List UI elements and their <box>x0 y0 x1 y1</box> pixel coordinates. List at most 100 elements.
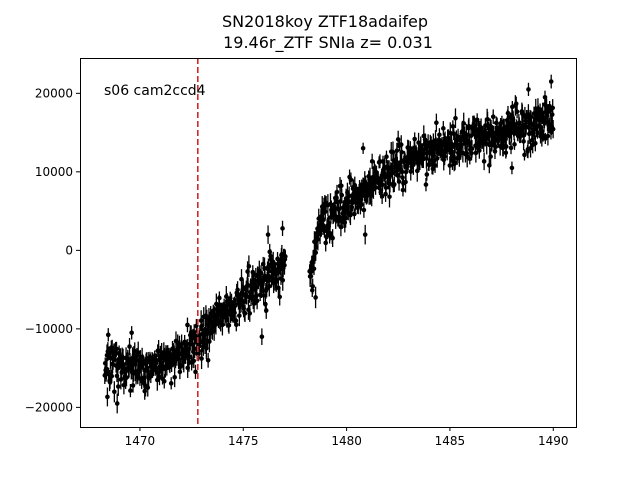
data-point <box>130 383 136 388</box>
data-point <box>339 192 345 198</box>
data-point <box>358 202 364 207</box>
data-point <box>361 207 367 213</box>
data-point <box>509 165 515 171</box>
y-tick-label: −10000 <box>25 322 73 336</box>
data-point <box>526 87 531 92</box>
data-point <box>105 332 111 338</box>
data-point <box>432 163 438 168</box>
x-tick-label: 1470 <box>125 434 156 448</box>
data-point <box>168 381 174 386</box>
data-point <box>545 133 551 139</box>
data-point <box>266 283 272 289</box>
data-point <box>246 263 252 269</box>
data-point <box>434 120 439 125</box>
data-point <box>234 322 239 328</box>
x-tick-label: 1480 <box>331 434 362 448</box>
data-point <box>452 160 458 165</box>
data-point <box>469 146 475 152</box>
data-point <box>400 175 405 180</box>
data-point <box>493 144 499 149</box>
data-point <box>380 182 385 188</box>
data-point <box>383 191 388 197</box>
data-point <box>334 189 340 195</box>
data-point <box>441 126 446 131</box>
data-point <box>242 311 248 316</box>
data-points <box>102 74 556 414</box>
data-point <box>369 159 375 164</box>
data-point <box>396 179 402 184</box>
data-point <box>247 311 253 316</box>
data-point <box>251 301 257 306</box>
data-point <box>348 177 354 182</box>
data-point <box>330 235 335 241</box>
data-point <box>461 121 467 126</box>
data-point <box>550 126 556 132</box>
data-point <box>485 117 490 122</box>
data-point <box>399 149 404 155</box>
data-point <box>522 152 527 158</box>
data-point <box>277 294 283 300</box>
data-point <box>124 375 129 380</box>
ccd-annotation: s06 cam2ccd4 <box>104 83 206 99</box>
data-point <box>346 193 352 199</box>
data-point <box>263 308 269 313</box>
data-point <box>342 220 348 225</box>
data-point <box>118 377 124 382</box>
data-point <box>450 124 456 129</box>
y-tick-label: 20000 <box>35 86 73 100</box>
data-point <box>104 366 109 371</box>
data-point <box>352 211 357 217</box>
data-point <box>145 385 151 390</box>
data-point <box>198 318 204 323</box>
data-point <box>114 401 120 406</box>
data-point <box>323 240 329 246</box>
data-point <box>339 183 344 189</box>
data-point <box>412 136 417 142</box>
data-point <box>121 362 126 367</box>
data-point <box>503 144 509 149</box>
data-point <box>309 267 314 273</box>
data-point <box>310 284 315 289</box>
y-tick-label: 10000 <box>35 165 73 179</box>
data-point <box>178 364 184 369</box>
data-point <box>379 194 385 199</box>
y-tick-label: 0 <box>65 243 73 257</box>
data-point <box>477 148 482 153</box>
data-point <box>481 159 487 164</box>
data-point <box>492 149 498 154</box>
data-point <box>533 140 538 146</box>
data-point <box>115 384 121 389</box>
data-point <box>237 313 242 318</box>
data-point <box>542 94 548 100</box>
data-point <box>129 330 134 336</box>
data-point <box>132 348 138 354</box>
data-point <box>193 369 198 375</box>
data-point <box>387 181 393 187</box>
data-point <box>383 185 389 190</box>
data-point <box>322 209 328 214</box>
data-point <box>128 388 133 393</box>
data-point <box>226 322 232 328</box>
data-point <box>548 79 554 84</box>
data-point <box>520 111 525 116</box>
data-point <box>512 142 517 147</box>
data-point <box>550 105 555 111</box>
data-point <box>135 350 141 355</box>
data-point <box>437 132 442 138</box>
data-point <box>259 334 265 340</box>
data-point <box>394 148 400 153</box>
data-point <box>447 163 453 168</box>
data-point <box>434 156 440 161</box>
data-point <box>114 346 119 352</box>
data-point <box>172 374 177 380</box>
data-point <box>280 226 285 231</box>
data-point <box>439 142 445 148</box>
data-point <box>408 169 414 174</box>
chart-title-line2: 19.46r_ZTF SNIa z= 0.031 <box>223 33 433 53</box>
data-point <box>207 339 212 344</box>
data-point <box>391 182 397 187</box>
data-point <box>493 120 499 126</box>
data-point <box>508 145 514 151</box>
x-axis: 1470 1475 1480 1485 1490 <box>125 427 569 448</box>
